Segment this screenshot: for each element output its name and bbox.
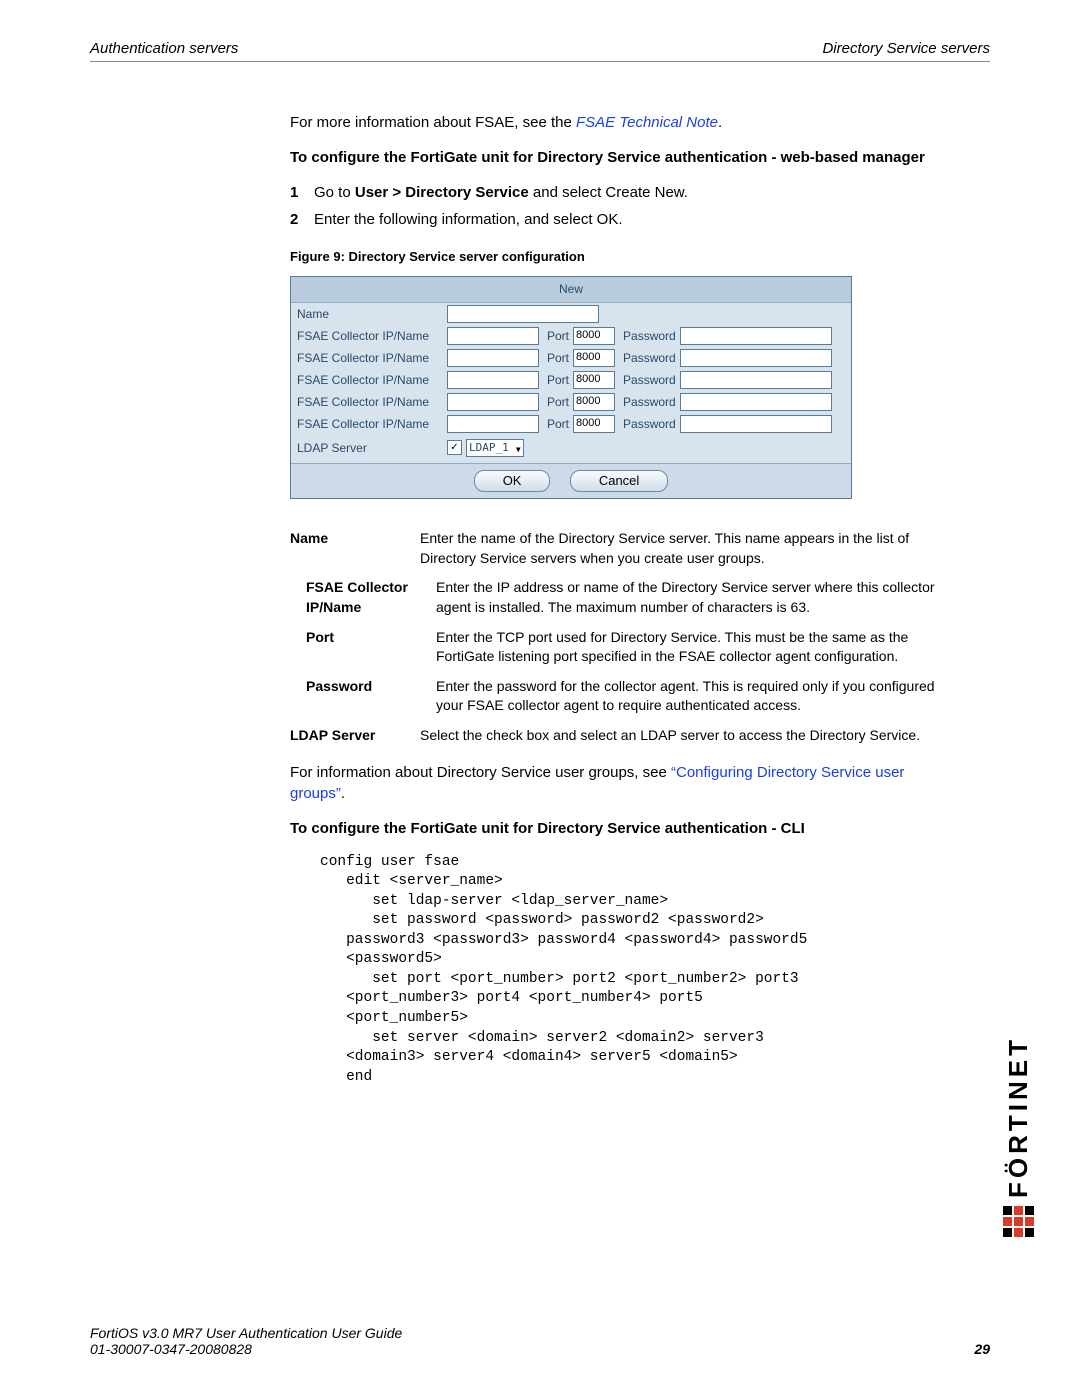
port-input[interactable]: 8000 <box>573 371 615 389</box>
step-row: 1 Go to User > Directory Service and sel… <box>290 182 950 203</box>
desc-term: FSAE Collector IP/Name <box>290 578 436 617</box>
footer-title: FortiOS v3.0 MR7 User Authentication Use… <box>90 1325 402 1341</box>
desc-term: LDAP Server <box>290 726 420 746</box>
desc-def: Select the check box and select an LDAP … <box>420 726 950 746</box>
port-label: Port <box>547 394 569 411</box>
step-number: 2 <box>290 209 314 230</box>
collector-label: FSAE Collector IP/Name <box>297 416 447 433</box>
collector-label: FSAE Collector IP/Name <box>297 394 447 411</box>
collector-ip-input[interactable] <box>447 371 539 389</box>
port-input[interactable]: 8000 <box>573 393 615 411</box>
port-input[interactable]: 8000 <box>573 349 615 367</box>
steps-list: 1 Go to User > Directory Service and sel… <box>290 182 950 230</box>
desc-term: Password <box>290 677 436 716</box>
header-right: Directory Service servers <box>822 40 990 57</box>
para-user-groups: For information about Directory Service … <box>290 762 950 804</box>
ldap-select[interactable]: LDAP_1 <box>466 439 524 457</box>
collector-ip-input[interactable] <box>447 415 539 433</box>
intro-paragraph: For more information about FSAE, see the… <box>290 112 950 133</box>
name-input[interactable] <box>447 305 599 323</box>
desc-term: Port <box>290 628 436 667</box>
collector-ip-input[interactable] <box>447 327 539 345</box>
desc-def: Enter the password for the collector age… <box>436 677 950 716</box>
password-label: Password <box>623 394 676 411</box>
step-number: 1 <box>290 182 314 203</box>
password-label: Password <box>623 372 676 389</box>
brand-text: FÖRTINET <box>1003 1036 1034 1198</box>
page-number: 29 <box>974 1341 990 1357</box>
collector-ip-input[interactable] <box>447 393 539 411</box>
password-input[interactable] <box>680 415 832 433</box>
desc-term: Name <box>290 529 420 568</box>
form-title: New <box>291 277 851 303</box>
section1-title: To configure the FortiGate unit for Dire… <box>290 147 950 168</box>
ok-button[interactable]: OK <box>474 470 551 492</box>
ldap-checkbox[interactable]: ✓ <box>447 440 462 455</box>
page-footer: FortiOS v3.0 MR7 User Authentication Use… <box>90 1325 990 1357</box>
name-label: Name <box>297 306 447 323</box>
password-label: Password <box>623 416 676 433</box>
password-input[interactable] <box>680 349 832 367</box>
port-input[interactable]: 8000 <box>573 327 615 345</box>
section2-title: To configure the FortiGate unit for Dire… <box>290 818 950 839</box>
collector-label: FSAE Collector IP/Name <box>297 328 447 345</box>
field-descriptions: NameEnter the name of the Directory Serv… <box>290 529 950 745</box>
step-text: Go to User > Directory Service and selec… <box>314 182 950 203</box>
password-label: Password <box>623 350 676 367</box>
collector-label: FSAE Collector IP/Name <box>297 350 447 367</box>
port-label: Port <box>547 416 569 433</box>
config-form: New Name FSAE Collector IP/Name Port 800… <box>290 276 852 499</box>
password-label: Password <box>623 328 676 345</box>
ldap-label: LDAP Server <box>297 440 447 457</box>
desc-def: Enter the IP address or name of the Dire… <box>436 578 950 617</box>
collector-label: FSAE Collector IP/Name <box>297 372 447 389</box>
footer-docnum: 01-30007-0347-20080828 <box>90 1341 402 1357</box>
desc-def: Enter the TCP port used for Directory Se… <box>436 628 950 667</box>
password-input[interactable] <box>680 393 832 411</box>
port-label: Port <box>547 372 569 389</box>
port-label: Port <box>547 350 569 367</box>
password-input[interactable] <box>680 371 832 389</box>
brand-icon <box>1003 1206 1034 1237</box>
figure-caption: Figure 9: Directory Service server confi… <box>290 248 950 266</box>
collector-ip-input[interactable] <box>447 349 539 367</box>
step-text: Enter the following information, and sel… <box>314 209 950 230</box>
fsae-note-link[interactable]: FSAE Technical Note <box>576 114 718 131</box>
cancel-button[interactable]: Cancel <box>570 470 668 492</box>
desc-def: Enter the name of the Directory Service … <box>420 529 950 568</box>
password-input[interactable] <box>680 327 832 345</box>
step-row: 2 Enter the following information, and s… <box>290 209 950 230</box>
port-input[interactable]: 8000 <box>573 415 615 433</box>
fortinet-logo: FÖRTINET <box>998 1036 1038 1237</box>
port-label: Port <box>547 328 569 345</box>
page-header: Authentication servers Directory Service… <box>90 40 990 62</box>
cli-block: config user fsae edit <server_name> set … <box>320 853 950 1088</box>
header-left: Authentication servers <box>90 40 238 57</box>
